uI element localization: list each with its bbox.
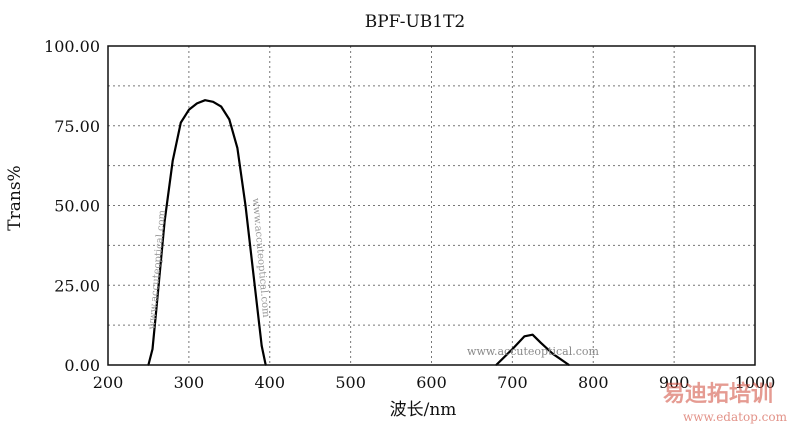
data-point (539, 341, 542, 344)
y-tick-label: 75.00 (54, 117, 100, 136)
data-point (260, 345, 263, 347)
watermark-url: www.accuteoptical.com (467, 345, 599, 358)
x-tick-label: 1000 (735, 373, 776, 392)
data-point (204, 99, 206, 102)
data-point (155, 306, 158, 309)
watermark-vertical-right: www.accuteoptical.com (250, 198, 271, 319)
data-point (188, 109, 190, 111)
data-point (212, 101, 214, 103)
data-point (244, 204, 247, 207)
watermark-site: www.edatop.com (683, 410, 788, 424)
axis-ticks: 200 300 400 500 600 700 800 900 1000 0.00 25.00 50.… (44, 37, 775, 392)
y-axis-label: Trans% (5, 165, 25, 230)
data-point (531, 333, 534, 336)
watermark-brand: 易迪拓培训 (663, 381, 773, 407)
x-tick-label: 900 (659, 373, 690, 392)
data-point (252, 274, 255, 277)
watermark-vertical-left: www.accuteoptical.com (147, 209, 168, 330)
x-tick-label: 700 (497, 373, 528, 392)
data-point (179, 121, 182, 124)
x-tick-label: 800 (578, 373, 609, 392)
data-point (163, 220, 166, 223)
chart-title: BPF-UB1T2 (365, 12, 466, 32)
data-point (511, 348, 514, 350)
data-point (196, 102, 198, 105)
x-axis-label: 波长/nm (390, 400, 457, 420)
y-tick-label: 50.00 (54, 197, 100, 216)
x-tick-label: 600 (416, 373, 447, 392)
data-point (228, 118, 231, 121)
plot-frame (107, 45, 756, 366)
x-tick-label: 300 (174, 373, 205, 392)
y-tick-label: 25.00 (54, 276, 100, 295)
data-point (151, 348, 154, 350)
data-point (171, 160, 174, 162)
data-point (552, 353, 554, 355)
data-point (236, 147, 239, 149)
x-tick-label: 500 (335, 373, 366, 392)
x-tick-label: 400 (254, 373, 285, 392)
data-point (220, 105, 223, 108)
data-point (523, 335, 526, 338)
grid-lines (108, 46, 755, 365)
y-tick-label: 0.00 (64, 356, 100, 375)
x-tick-label: 200 (93, 373, 124, 392)
y-tick-label: 100.00 (44, 37, 100, 56)
series-layer (147, 99, 570, 366)
